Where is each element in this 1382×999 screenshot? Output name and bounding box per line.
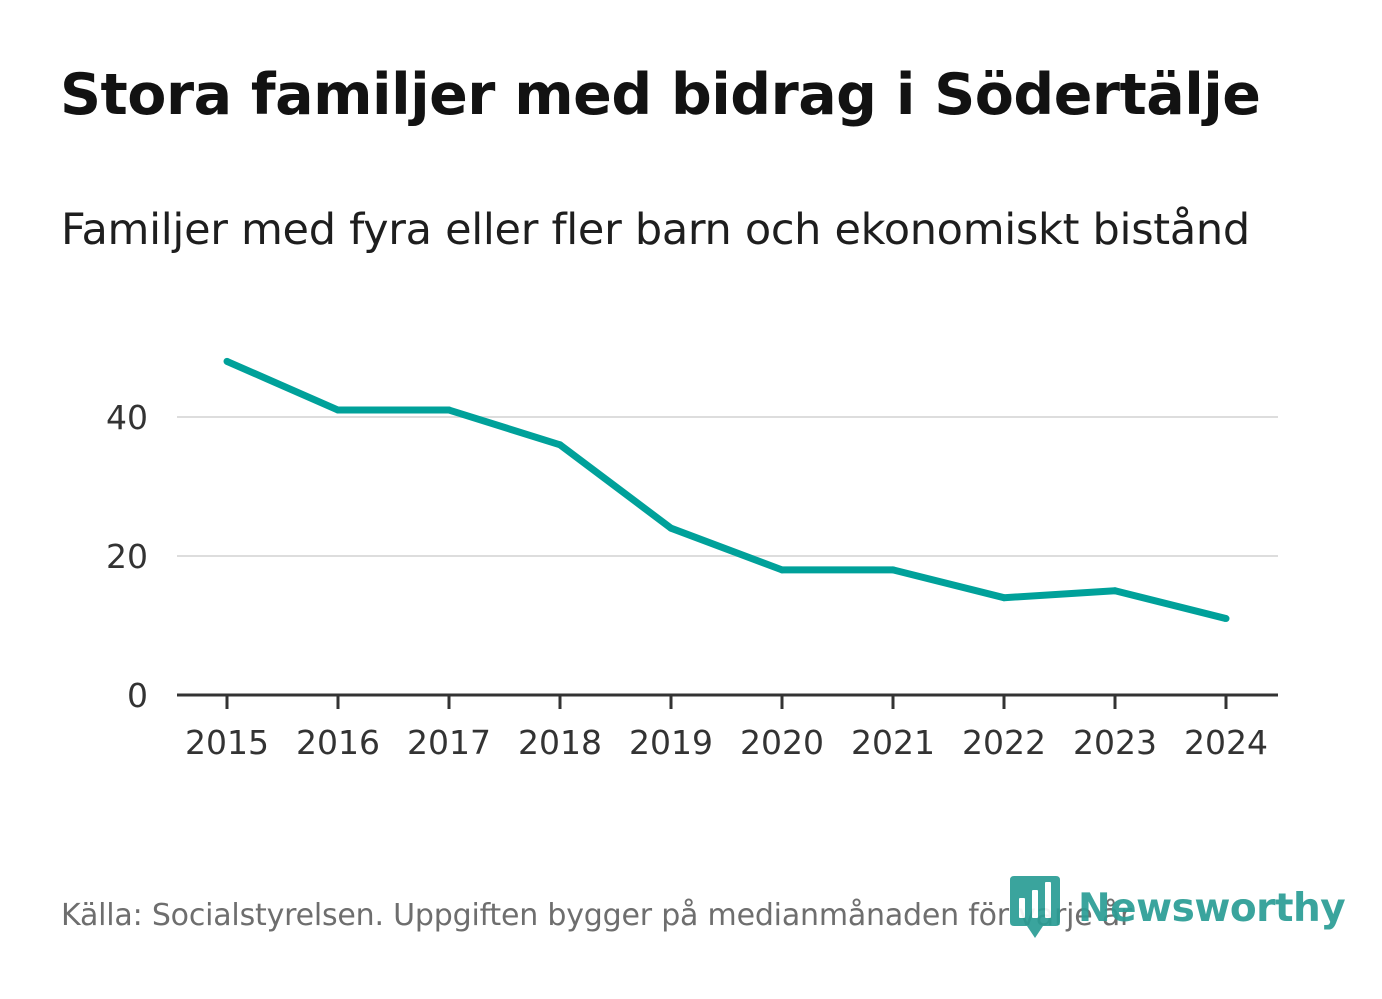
x-tick-label: 2023 xyxy=(1073,723,1157,762)
data-point-2021 xyxy=(889,566,897,574)
x-tick-label: 2016 xyxy=(296,723,380,762)
x-tick-labels: 2015 2016 2017 2018 2019 2020 2021 2022 2023 2024 xyxy=(185,723,1268,762)
x-tick-label: 2015 xyxy=(185,723,269,762)
y-tick-label: 40 xyxy=(106,398,148,437)
series-layer xyxy=(223,357,1230,623)
data-point-2019 xyxy=(667,524,675,532)
data-point-2018 xyxy=(556,441,564,449)
brand-name: Newsworthy xyxy=(1078,885,1346,931)
data-point-2015 xyxy=(223,357,231,365)
data-point-2022 xyxy=(1000,594,1008,602)
data-point-2016 xyxy=(334,406,342,414)
data-point-2023 xyxy=(1111,587,1119,595)
x-tick-label: 2018 xyxy=(518,723,602,762)
data-point-2020 xyxy=(778,566,786,574)
chart-subtitle: Familjer med fyra eller fler barn och ek… xyxy=(61,205,1250,255)
y-tick-labels: 0 20 40 xyxy=(106,398,148,715)
x-tick-label: 2021 xyxy=(851,723,935,762)
newsworthy-logo[interactable]: Newsworthy xyxy=(1010,876,1346,940)
source-note: Källa: Socialstyrelsen. Uppgiften bygger… xyxy=(61,898,1133,933)
x-tick-label: 2019 xyxy=(629,723,713,762)
x-tick-label: 2017 xyxy=(407,723,491,762)
y-tick-label: 0 xyxy=(127,676,148,715)
grid-lines xyxy=(177,416,1278,557)
bar-chart-marker-icon xyxy=(1010,876,1060,938)
chart-title: Stora familjer med bidrag i Södertälje xyxy=(60,62,1261,128)
x-axis xyxy=(177,693,1278,709)
x-tick-label: 2024 xyxy=(1184,723,1268,762)
y-tick-label: 20 xyxy=(106,537,148,576)
x-tick-label: 2020 xyxy=(740,723,824,762)
x-tick-label: 2022 xyxy=(962,723,1046,762)
data-point-2017 xyxy=(445,406,453,414)
data-point-2024 xyxy=(1222,615,1230,623)
series-line-0 xyxy=(225,358,1227,622)
